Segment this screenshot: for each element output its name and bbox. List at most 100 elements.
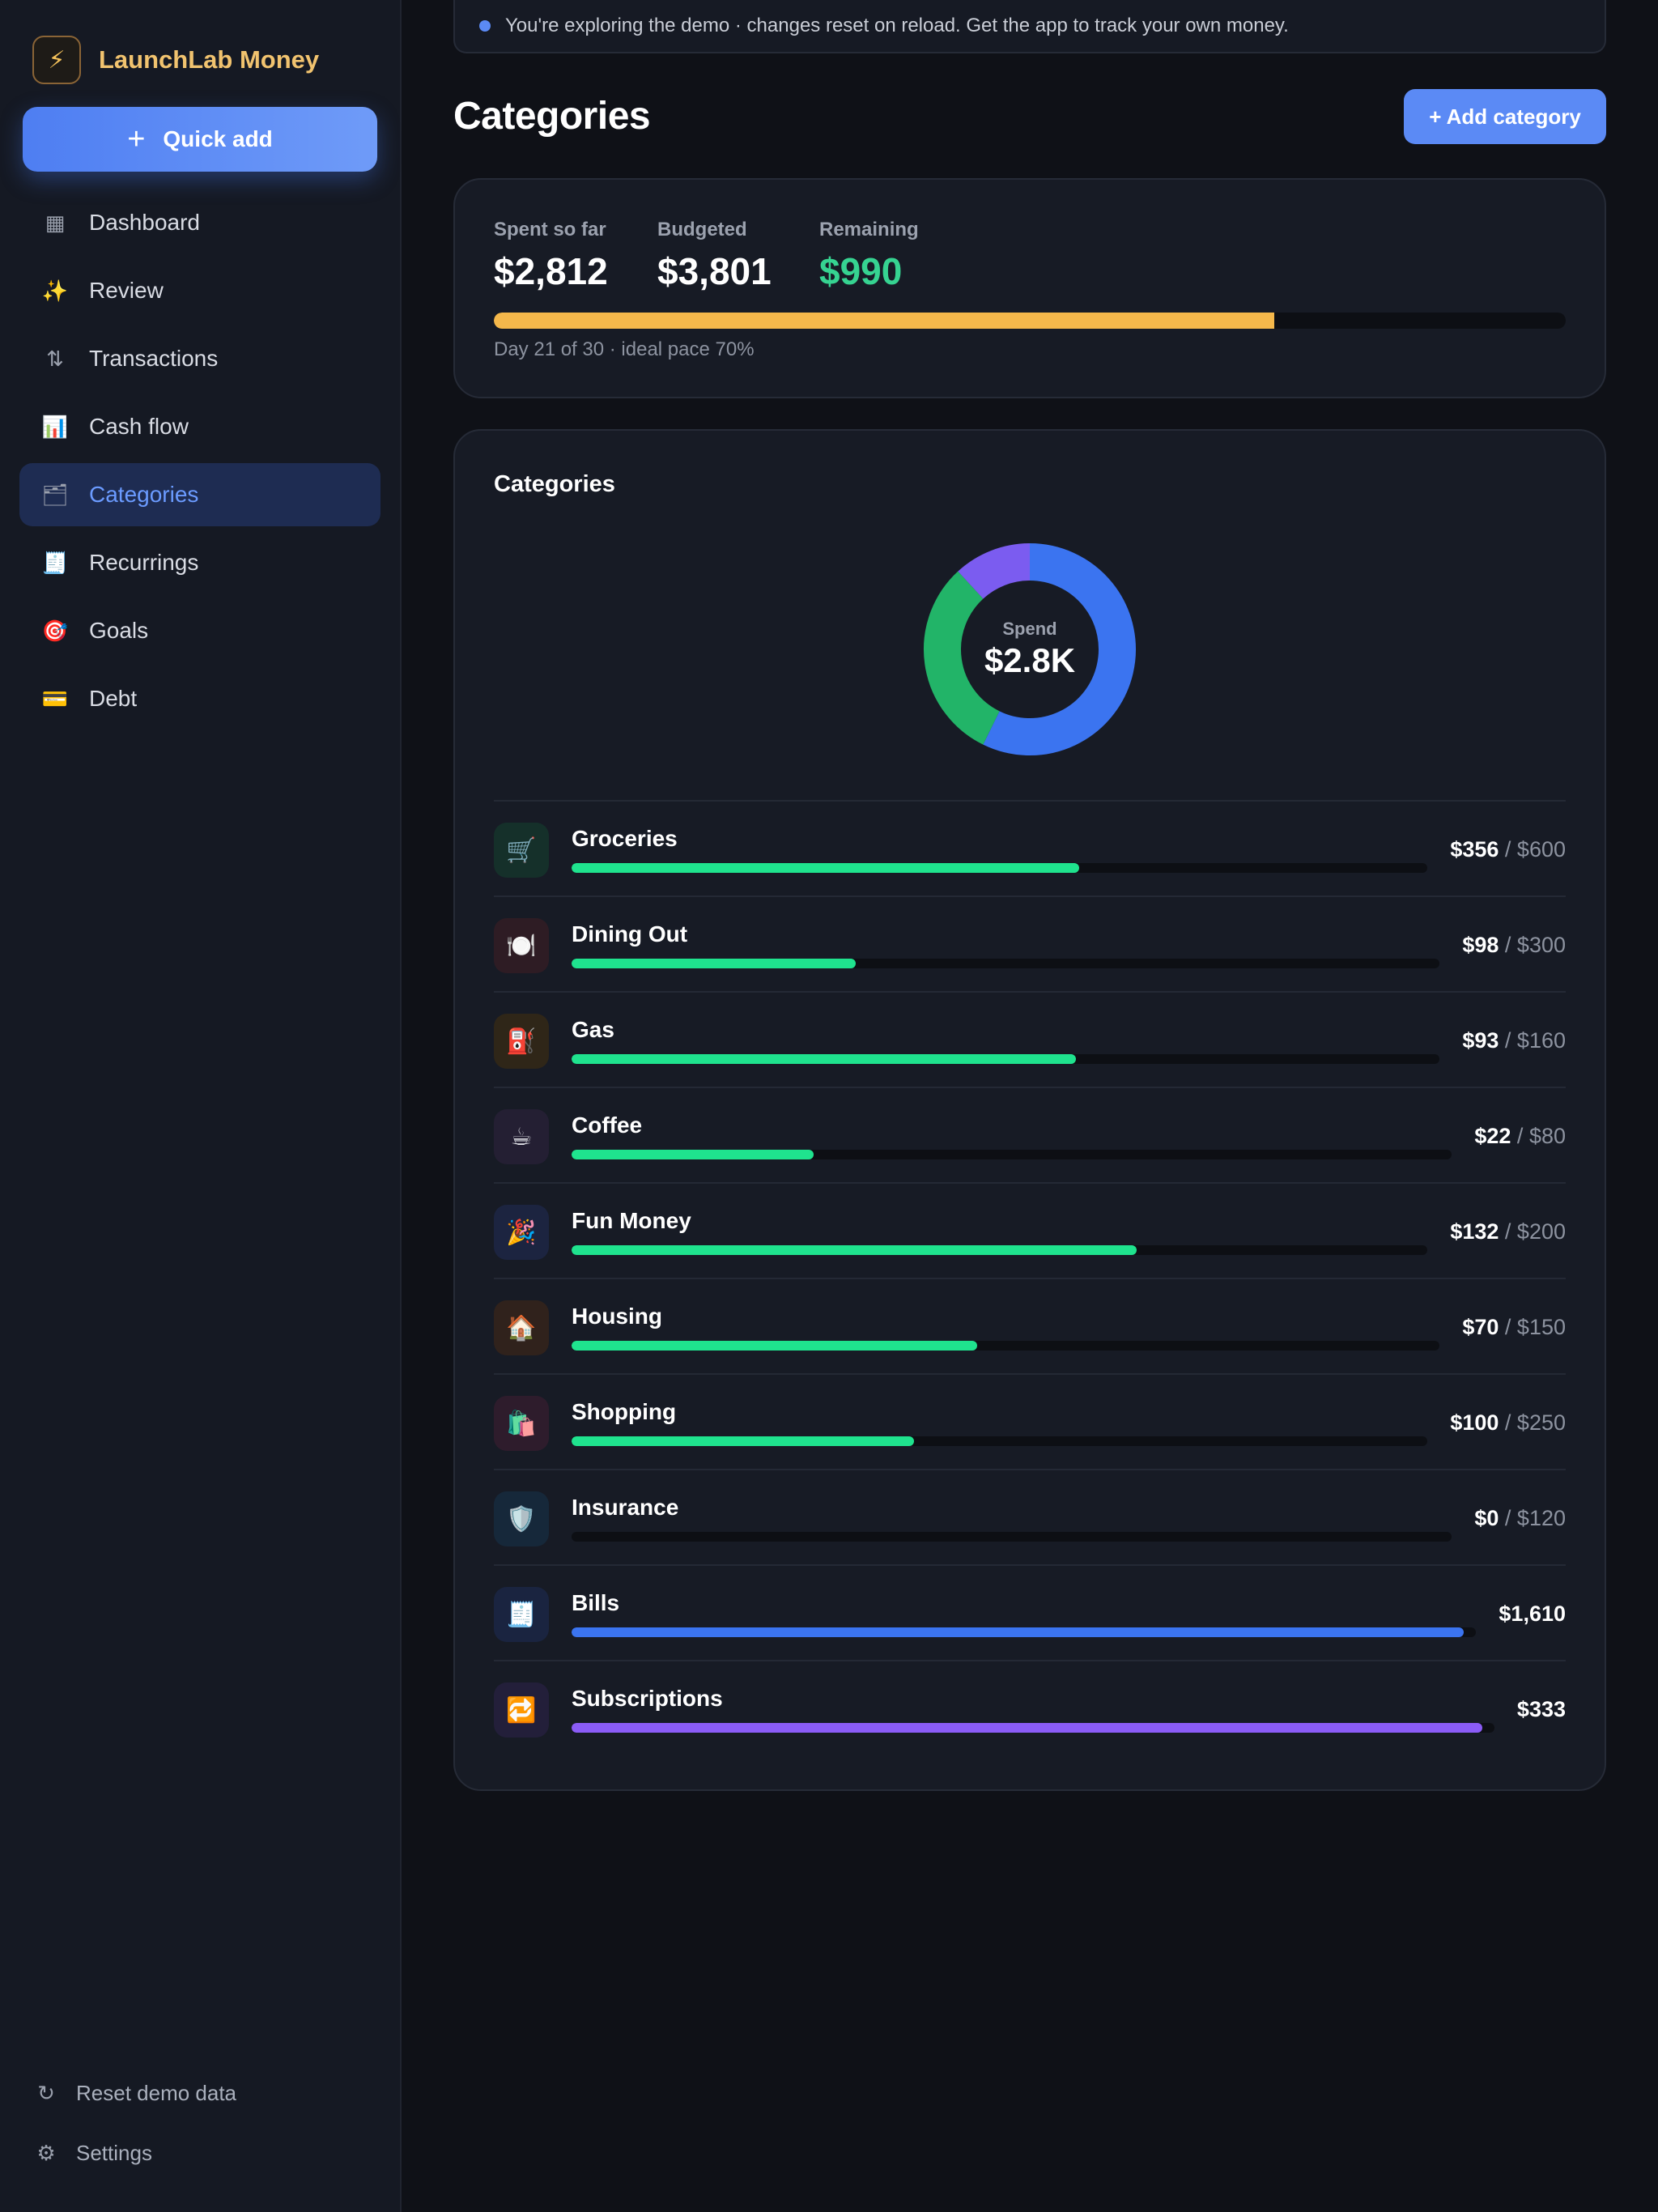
spend-progress-bar bbox=[494, 313, 1566, 329]
reset-icon: ↻ bbox=[37, 2081, 55, 2105]
categories-card: Categories Spend $2.8K 🛒 Groceries $356 / … bbox=[453, 429, 1606, 1791]
category-progress-bar bbox=[572, 1054, 1439, 1064]
receipt-icon: 🧾 bbox=[41, 550, 69, 575]
sidebar-item-recurrings[interactable]: 🧾 Recurrings bbox=[19, 531, 380, 594]
sidebar-item-transactions[interactable]: ⇅ Transactions bbox=[19, 327, 380, 390]
sidebar-item-categories[interactable]: 🗂 Categories bbox=[19, 463, 380, 526]
amount-separator: / bbox=[1499, 1506, 1517, 1530]
sidebar: ⚡ LaunchLab Money + Quick add ▦ Dashboard… bbox=[0, 0, 402, 2212]
amount-separator: / bbox=[1499, 1219, 1517, 1244]
budgeted-value: $3,801 bbox=[657, 250, 772, 292]
amount-separator: / bbox=[1511, 1124, 1529, 1148]
sidebar-item-label: Recurrings bbox=[89, 550, 199, 575]
sidebar-item-goals[interactable]: 🎯 Goals bbox=[19, 599, 380, 662]
sidebar-item-review[interactable]: ✨ Review bbox=[19, 259, 380, 322]
page-title: Categories bbox=[453, 95, 651, 138]
brand[interactable]: ⚡ LaunchLab Money bbox=[32, 36, 319, 84]
sidebar-item-cash-flow[interactable]: 📊 Cash flow bbox=[19, 395, 380, 458]
categories-card-title: Categories bbox=[494, 471, 615, 497]
credit-card-icon: 💳 bbox=[41, 686, 69, 711]
category-amount: $132 / $200 bbox=[1450, 1219, 1566, 1244]
spent-value: $2,812 bbox=[494, 250, 608, 292]
category-spent: $0 bbox=[1474, 1506, 1499, 1530]
category-name: Subscriptions bbox=[572, 1686, 723, 1711]
demo-banner: You're exploring the demo · changes rese… bbox=[453, 0, 1606, 53]
category-budget: $150 bbox=[1516, 1315, 1566, 1339]
quick-add-button[interactable]: + Quick add bbox=[23, 107, 377, 172]
category-name: Dining Out bbox=[572, 921, 688, 946]
amount-separator: / bbox=[1499, 1315, 1517, 1339]
sidebar-item-dashboard[interactable]: ▦ Dashboard bbox=[19, 191, 380, 254]
category-row[interactable]: 🍽️ Dining Out $98 / $300 bbox=[494, 897, 1566, 993]
donut-label: Spend bbox=[1002, 619, 1057, 639]
spent-stat: Spent so far $2,812 bbox=[494, 219, 608, 293]
reset-demo-label: Reset demo data bbox=[76, 2081, 237, 2105]
category-progress-bar bbox=[572, 1245, 1427, 1255]
donut-center: Spend $2.8K bbox=[915, 534, 1145, 764]
category-budget: $300 bbox=[1516, 933, 1566, 957]
category-budget: $250 bbox=[1516, 1410, 1566, 1435]
category-progress-fill bbox=[572, 1150, 814, 1159]
grid-icon: ▦ bbox=[45, 210, 66, 235]
category-row[interactable]: 🎉 Fun Money $132 / $200 bbox=[494, 1184, 1566, 1279]
category-name: Shopping bbox=[572, 1399, 677, 1424]
category-row[interactable]: 🔁 Subscriptions $333 bbox=[494, 1661, 1566, 1757]
category-name: Coffee bbox=[572, 1112, 643, 1138]
category-amount: $100 / $250 bbox=[1450, 1410, 1566, 1436]
category-spent: $333 bbox=[1516, 1697, 1566, 1721]
reset-demo-button[interactable]: ↻ Reset demo data bbox=[32, 2081, 372, 2106]
settings-button[interactable]: ⚙ Settings bbox=[32, 2141, 372, 2166]
category-row[interactable]: ☕ Coffee $22 / $80 bbox=[494, 1088, 1566, 1184]
repeat-icon: 🔁 bbox=[494, 1682, 549, 1738]
remaining-label: Remaining bbox=[819, 219, 919, 240]
shopping-bag-icon: 🛍️ bbox=[494, 1396, 549, 1451]
category-row[interactable]: 🧾 Bills $1,610 bbox=[494, 1566, 1566, 1661]
category-spent: $93 bbox=[1462, 1028, 1499, 1053]
category-row[interactable]: 🛍️ Shopping $100 / $250 bbox=[494, 1375, 1566, 1470]
category-amount: $98 / $300 bbox=[1462, 933, 1566, 958]
party-icon: 🎉 bbox=[494, 1205, 549, 1260]
sidebar-item-debt[interactable]: 💳 Debt bbox=[19, 667, 380, 730]
budget-summary-card: Spent so far $2,812 Budgeted $3,801 Rema… bbox=[453, 178, 1606, 398]
amount-separator: / bbox=[1499, 1410, 1517, 1435]
donut-segment-bills bbox=[983, 543, 1136, 755]
receipt-icon: 🧾 bbox=[494, 1587, 549, 1642]
add-category-button[interactable]: + Add category bbox=[1404, 89, 1606, 144]
category-amount: $93 / $160 bbox=[1462, 1028, 1566, 1053]
sidebar-item-label: Cash flow bbox=[89, 414, 189, 439]
folder-icon: 🗂 bbox=[41, 482, 69, 507]
category-progress-bar bbox=[572, 1723, 1494, 1733]
category-name: Fun Money bbox=[572, 1208, 691, 1233]
category-budget: $200 bbox=[1516, 1219, 1566, 1244]
sidebar-item-label: Dashboard bbox=[89, 210, 200, 235]
category-row[interactable]: ⛽ Gas $93 / $160 bbox=[494, 993, 1566, 1088]
category-spent: $356 bbox=[1450, 837, 1499, 861]
category-row[interactable]: 🛡️ Insurance $0 / $120 bbox=[494, 1470, 1566, 1566]
info-dot-icon bbox=[479, 20, 491, 32]
amount-separator: / bbox=[1499, 1028, 1517, 1053]
spend-donut-chart: Spend $2.8K bbox=[915, 534, 1145, 764]
spent-label: Spent so far bbox=[494, 219, 606, 240]
category-spent: $1,610 bbox=[1499, 1602, 1566, 1626]
category-progress-bar bbox=[572, 1341, 1439, 1351]
category-budget: $600 bbox=[1516, 837, 1566, 861]
category-amount: $22 / $80 bbox=[1474, 1124, 1566, 1149]
target-icon: 🎯 bbox=[41, 618, 69, 643]
sidebar-nav: ▦ Dashboard ✨ Review ⇅ Transactions 📊 Cash flow… bbox=[19, 191, 380, 735]
category-name: Insurance bbox=[572, 1495, 679, 1520]
donut-segment-subscriptions bbox=[958, 543, 1031, 599]
category-progress-fill bbox=[572, 1245, 1137, 1255]
category-budget: $120 bbox=[1516, 1506, 1566, 1530]
category-row[interactable]: 🛒 Groceries $356 / $600 bbox=[494, 802, 1566, 897]
category-progress-fill bbox=[572, 959, 856, 968]
category-list: 🛒 Groceries $356 / $600 🍽️ Dining Out $98 / $… bbox=[494, 800, 1566, 1757]
category-spent: $100 bbox=[1450, 1410, 1499, 1435]
category-spent: $132 bbox=[1450, 1219, 1499, 1244]
category-progress-bar bbox=[572, 1532, 1452, 1542]
house-icon: 🏠 bbox=[494, 1300, 549, 1355]
category-progress-fill bbox=[572, 1341, 977, 1351]
category-spent: $70 bbox=[1462, 1315, 1499, 1339]
category-name: Gas bbox=[572, 1017, 614, 1042]
sidebar-item-label: Transactions bbox=[89, 346, 219, 371]
category-row[interactable]: 🏠 Housing $70 / $150 bbox=[494, 1279, 1566, 1375]
